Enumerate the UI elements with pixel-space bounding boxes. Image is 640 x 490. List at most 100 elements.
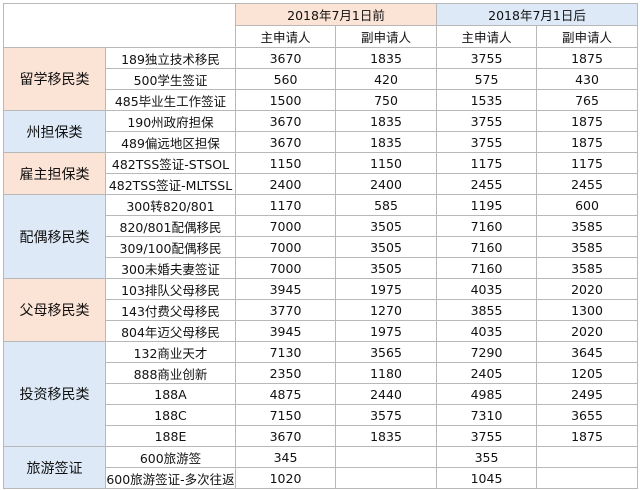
header-row-period: 2018年7月1日前 2018年7月1日后 [3,3,638,48]
visa-type-cell: 300转820/801 [105,194,236,216]
table-row: 投资移民类 132商业天才 7130 3565 7290 3645 [3,341,638,447]
after-main-fee-cell: 7160 [436,257,537,279]
visa-type-cell: 190州政府担保 [105,110,236,132]
after-main-fee-cell: 4035 [436,278,537,300]
after-main-fee-cell: 3755 [436,47,537,69]
after-secondary-fee-cell: 2020 [536,320,638,342]
before-main-fee-cell: 1170 [235,194,336,216]
visa-type-cell: 820/801配偶移民 [105,215,236,237]
after-main-fee-cell: 4985 [436,383,537,405]
after-secondary-fee-cell: 2020 [536,278,638,300]
table-row: 配偶移民类 300转820/801 1170 585 1195 600 [3,194,638,279]
before-main-applicant-header: 主申请人 [235,25,336,48]
table-row: 父母移民类 103排队父母移民 3945 1975 4035 2020 [3,278,638,342]
before-main-fee-cell: 3670 [235,131,336,153]
visa-type-cell: 188C [105,404,236,426]
visa-type-cell: 300未婚夫妻签证 [105,257,236,279]
after-secondary-fee-cell [536,467,638,489]
after-main-fee-cell: 7160 [436,236,537,258]
visa-type-cell: 804年迈父母移民 [105,320,236,342]
after-main-fee-cell: 3755 [436,110,537,132]
after-secondary-applicant-header: 副申请人 [536,25,638,48]
before-main-fee-cell: 4875 [235,383,336,405]
category-cell: 州担保类 [3,110,106,153]
after-main-applicant-header: 主申请人 [436,25,537,48]
visa-type-cell: 600旅游签证-多次往返 [105,467,236,489]
before-main-fee-cell: 1150 [235,152,336,174]
after-main-fee-cell: 3755 [436,131,537,153]
before-secondary-fee-cell: 2440 [335,383,437,405]
visa-type-cell: 143付费父母移民 [105,299,236,321]
before-main-fee-cell: 3670 [235,425,336,447]
before-main-fee-cell: 7000 [235,257,336,279]
before-secondary-fee-cell: 3575 [335,404,437,426]
after-main-fee-cell: 1535 [436,89,537,111]
period-before-header: 2018年7月1日前 [235,3,437,26]
before-main-fee-cell: 7000 [235,215,336,237]
visa-type-cell: 600旅游签 [105,446,236,468]
table-row: 雇主担保类 482TSS签证-STSOL 1150 1150 1175 1175 [3,152,638,195]
after-secondary-fee-cell: 3585 [536,215,638,237]
visa-type-cell: 132商业天才 [105,341,236,363]
visa-type-cell: 482TSS签证-MLTSSL [105,173,236,195]
visa-fee-table: 2018年7月1日前 2018年7月1日后 主申请人 副申请人 主申请人 副申请… [3,3,638,489]
after-secondary-fee-cell: 1875 [536,131,638,153]
before-secondary-fee-cell: 585 [335,194,437,216]
after-main-fee-cell: 4035 [436,320,537,342]
after-secondary-fee-cell: 1175 [536,152,638,174]
before-secondary-fee-cell: 1835 [335,110,437,132]
before-secondary-fee-cell: 750 [335,89,437,111]
before-secondary-fee-cell: 1180 [335,362,437,384]
visa-type-cell: 103排队父母移民 [105,278,236,300]
after-main-fee-cell: 2455 [436,173,537,195]
header-row-applicant: 主申请人 副申请人 主申请人 副申请人 [4,25,638,48]
before-main-fee-cell: 3770 [235,299,336,321]
after-main-fee-cell: 3855 [436,299,537,321]
table-row: 州担保类 190州政府担保 3670 1835 3755 1875 [3,110,638,153]
before-main-fee-cell: 560 [235,68,336,90]
after-main-fee-cell: 2405 [436,362,537,384]
before-secondary-fee-cell: 1835 [335,47,437,69]
before-secondary-fee-cell: 3505 [335,215,437,237]
after-main-fee-cell: 3755 [436,425,537,447]
after-secondary-fee-cell: 1300 [536,299,638,321]
after-main-fee-cell: 575 [436,68,537,90]
before-secondary-fee-cell: 1270 [335,299,437,321]
before-main-fee-cell: 7130 [235,341,336,363]
after-secondary-fee-cell: 2495 [536,383,638,405]
after-secondary-fee-cell: 600 [536,194,638,216]
visa-type-cell: 188A [105,383,236,405]
category-cell: 留学移民类 [3,47,106,111]
category-cell: 雇主担保类 [3,152,106,195]
after-secondary-fee-cell: 1875 [536,110,638,132]
after-main-fee-cell: 1045 [436,467,537,489]
before-secondary-fee-cell: 1150 [335,152,437,174]
before-main-fee-cell: 3945 [235,320,336,342]
after-main-fee-cell: 7160 [436,215,537,237]
before-main-fee-cell: 345 [235,446,336,468]
before-secondary-fee-cell [335,467,437,489]
table-row: 485毕业生工作签证 1500 750 1535 765 [4,89,638,111]
table-body: 2018年7月1日前 2018年7月1日后 主申请人 副申请人 主申请人 副申请… [3,3,638,489]
table-row: 888商业创新 2350 1180 2405 1205 [4,362,638,384]
table-row: 804年迈父母移民 3945 1975 4035 2020 [4,320,638,342]
before-main-fee-cell: 3945 [235,278,336,300]
before-secondary-fee-cell [335,446,437,468]
category-cell: 配偶移民类 [3,194,106,279]
after-secondary-fee-cell: 1875 [536,425,638,447]
after-main-fee-cell: 1195 [436,194,537,216]
after-secondary-fee-cell [536,446,638,468]
period-after-header: 2018年7月1日后 [436,3,638,26]
table-row: 旅游签证 600旅游签 345 355 [3,446,638,489]
table-row: 188A 4875 2440 4985 2495 [4,383,638,405]
after-secondary-fee-cell: 3645 [536,341,638,363]
before-secondary-fee-cell: 1835 [335,131,437,153]
before-main-fee-cell: 2350 [235,362,336,384]
before-secondary-fee-cell: 3505 [335,236,437,258]
after-secondary-fee-cell: 1875 [536,47,638,69]
after-main-fee-cell: 355 [436,446,537,468]
before-secondary-fee-cell: 2400 [335,173,437,195]
after-secondary-fee-cell: 3585 [536,257,638,279]
visa-type-cell: 188E [105,425,236,447]
before-secondary-fee-cell: 3565 [335,341,437,363]
